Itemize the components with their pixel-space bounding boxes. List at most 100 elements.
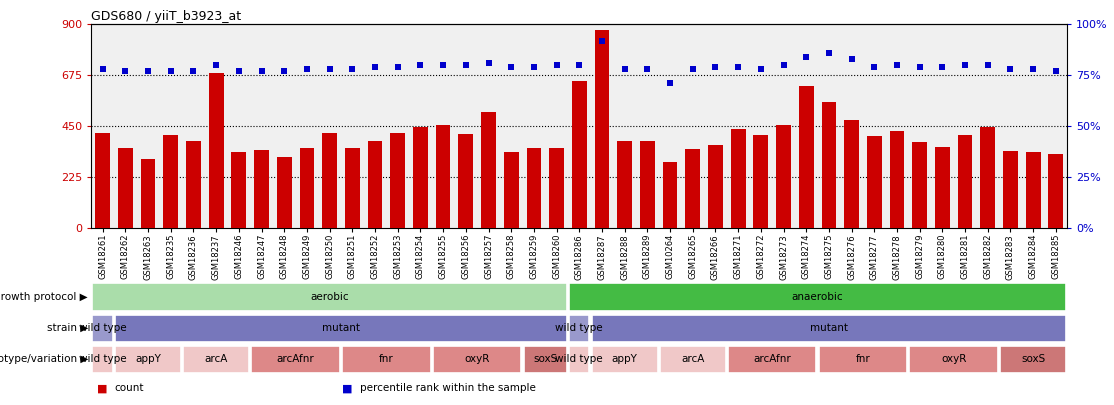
Text: mutant: mutant (810, 323, 848, 333)
Text: soxS: soxS (534, 354, 557, 364)
Bar (592, 346, 657, 373)
Text: wild type: wild type (79, 323, 127, 333)
Bar (569, 315, 589, 342)
Bar (821, 102, 837, 228)
Text: ■: ■ (342, 383, 352, 393)
Point (411, 62, 429, 68)
Bar (368, 141, 382, 228)
Text: anaerobic: anaerobic (792, 292, 843, 302)
Bar (433, 346, 521, 373)
Text: mutant: mutant (322, 323, 360, 333)
Text: oxyR: oxyR (941, 354, 967, 364)
Bar (140, 159, 156, 228)
Bar (390, 133, 405, 228)
Bar (1026, 152, 1040, 228)
Bar (753, 135, 769, 228)
Point (162, 68, 179, 75)
Point (911, 64, 929, 70)
Point (502, 64, 520, 70)
Bar (252, 346, 340, 373)
Bar (935, 147, 950, 228)
Point (548, 62, 566, 68)
Point (299, 66, 316, 72)
Point (616, 66, 634, 72)
Point (1024, 66, 1042, 72)
Point (661, 80, 678, 87)
Point (798, 54, 815, 60)
Text: wild type: wild type (79, 354, 127, 364)
Text: count: count (115, 383, 144, 393)
Text: arcA: arcA (205, 354, 228, 364)
Bar (571, 81, 587, 228)
Bar (909, 346, 998, 373)
Text: soxS: soxS (1022, 354, 1045, 364)
Bar (1003, 151, 1018, 228)
Bar (481, 112, 496, 228)
Point (525, 64, 543, 70)
Point (956, 62, 974, 68)
Point (979, 62, 997, 68)
Point (94, 66, 111, 72)
Text: strain ▶: strain ▶ (47, 323, 88, 333)
Bar (342, 346, 431, 373)
Point (888, 62, 906, 68)
Point (820, 50, 838, 56)
Point (207, 62, 225, 68)
Text: arcA: arcA (681, 354, 704, 364)
Point (570, 62, 588, 68)
Bar (186, 141, 201, 228)
Bar (569, 346, 589, 373)
Bar (524, 346, 567, 373)
Bar (569, 284, 1066, 311)
Point (139, 68, 157, 75)
Bar (413, 127, 428, 228)
Bar (1000, 346, 1066, 373)
Text: wild type: wild type (556, 354, 603, 364)
Bar (890, 131, 905, 228)
Point (934, 64, 951, 70)
Bar (277, 157, 292, 228)
Text: ■: ■ (97, 383, 107, 393)
Bar (731, 129, 745, 228)
Point (434, 62, 452, 68)
Text: fnr: fnr (856, 354, 870, 364)
Point (343, 66, 361, 72)
Bar (867, 136, 881, 228)
Point (229, 68, 247, 75)
Point (457, 62, 475, 68)
Bar (92, 315, 113, 342)
Bar (549, 148, 564, 228)
Bar (118, 148, 133, 228)
Bar (92, 346, 113, 373)
Bar (844, 120, 859, 228)
Bar (459, 134, 473, 228)
Text: GDS680 / yiiT_b3923_at: GDS680 / yiiT_b3923_at (91, 10, 242, 23)
Point (253, 68, 271, 75)
Bar (92, 284, 567, 311)
Bar (1048, 154, 1063, 228)
Point (185, 68, 203, 75)
Bar (164, 135, 178, 228)
Bar (322, 133, 338, 228)
Point (275, 68, 293, 75)
Bar (96, 133, 110, 228)
Text: arcAfnr: arcAfnr (753, 354, 791, 364)
Bar (685, 149, 700, 228)
Text: appY: appY (612, 354, 637, 364)
Point (706, 64, 724, 70)
Bar (639, 141, 655, 228)
Bar (254, 150, 268, 228)
Text: growth protocol ▶: growth protocol ▶ (0, 292, 88, 302)
Point (367, 64, 384, 70)
Point (480, 60, 498, 66)
Text: appY: appY (135, 354, 162, 364)
Bar (436, 125, 450, 228)
Text: genotype/variation ▶: genotype/variation ▶ (0, 354, 88, 364)
Bar (799, 86, 813, 228)
Bar (527, 148, 541, 228)
Bar (115, 315, 567, 342)
Point (389, 64, 407, 70)
Point (1001, 66, 1019, 72)
Point (638, 66, 656, 72)
Text: aerobic: aerobic (311, 292, 349, 302)
